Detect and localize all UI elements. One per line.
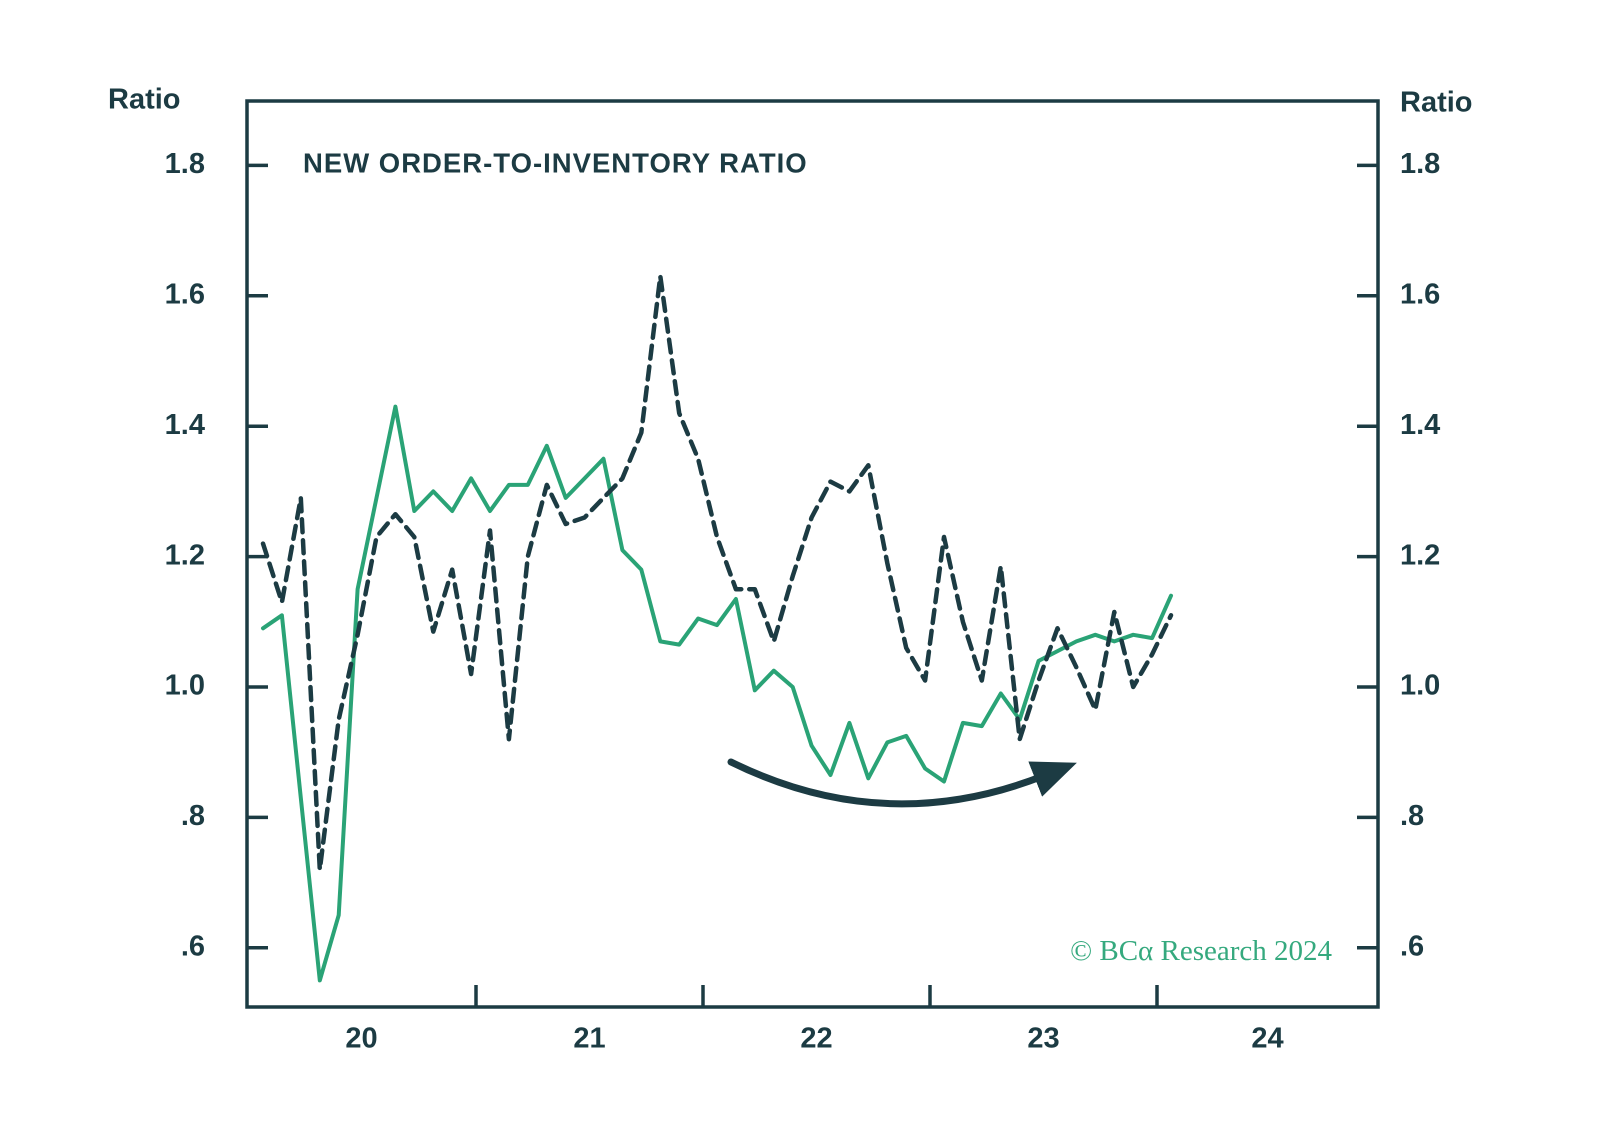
plot-frame [245,99,1380,1009]
data-series [260,273,1174,983]
y-axis-label-left: Ratio [108,84,181,116]
y-tick-label-right: 1.2 [1400,539,1440,571]
y-tick-label-left: .6 [181,930,205,962]
y-tick-label-right: .8 [1400,800,1424,832]
y-tick-label-right: 1.4 [1400,409,1440,441]
trend-arrow-annotation [727,758,1077,808]
curved-arrow-icon [727,758,1077,808]
y-tick-label-right: 1.6 [1400,278,1440,310]
x-tick-label: 20 [345,1023,377,1055]
chart-title: NEW ORDER-TO-INVENTORY RATIO [303,147,808,178]
x-tick-label: 23 [1027,1023,1059,1055]
series-line-dashed [260,273,1174,872]
axis-ticks [247,163,1378,1007]
axis-tick-labels: 1.8 1.8 1.6 1.6 1.4 1.4 1.2 1.2 1.0 1.0 .8 .8 .6 .6 20… [165,148,1441,1055]
x-tick-label: 21 [573,1023,605,1055]
y-tick-label-left: 1.8 [165,148,205,180]
y-tick-label-left: .8 [181,800,205,832]
y-axis-label-right: Ratio [1400,87,1473,119]
y-tick-label-left: 1.4 [165,409,205,441]
copyright-credit: © BCα Research 2024 [1070,935,1332,967]
x-tick-label: 24 [1251,1023,1283,1055]
y-tick-label-left: 1.2 [165,539,205,571]
y-tick-label-left: 1.0 [165,670,205,702]
y-tick-label-right: 1.0 [1400,670,1440,702]
y-tick-label-right: 1.8 [1400,148,1440,180]
x-tick-label: 22 [800,1023,832,1055]
y-tick-label-left: 1.6 [165,278,205,310]
y-tick-label-right: .6 [1400,930,1424,962]
